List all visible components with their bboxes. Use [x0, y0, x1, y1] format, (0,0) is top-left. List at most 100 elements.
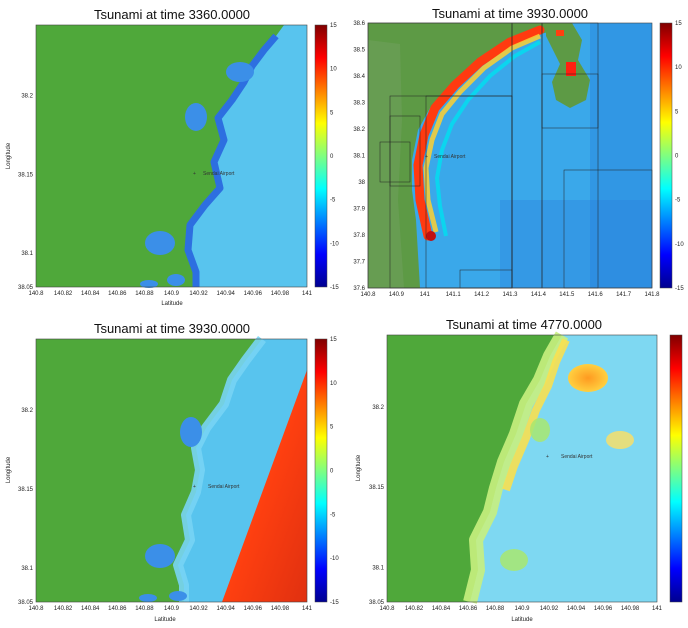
x-tick-label: 140.96 — [244, 291, 263, 297]
panel-3-colorbar — [314, 338, 328, 603]
x-tick-label: 140.9 — [164, 606, 180, 612]
colorbar-tick-label: 0 — [330, 469, 334, 475]
x-tick-label: 140.88 — [135, 291, 154, 297]
panel-1-annotation: Sendai Airport — [203, 171, 235, 177]
panel-1-eddy — [226, 62, 254, 82]
panel-3-eddy — [169, 591, 187, 601]
colorbar-tick-label: 0 — [675, 154, 679, 160]
x-tick-label: 141.6 — [588, 292, 604, 298]
panel-4-eddy — [530, 418, 550, 442]
panel-2: Tsunami at time 3930.0000 + Sendai Airpo… — [353, 6, 684, 298]
colorbar-tick-label: 10 — [330, 67, 337, 73]
y-tick-label: 38.5 — [353, 48, 365, 54]
y-tick-label: 38.4 — [353, 74, 365, 80]
y-tick-label: 37.7 — [353, 260, 365, 266]
panel-1-title: Tsunami at time 3360.0000 — [94, 7, 250, 22]
x-tick-label: 140.86 — [108, 606, 127, 612]
panel-4-wave-front — [463, 331, 569, 604]
panel-2-annotation: Sendai Airport — [434, 154, 466, 160]
colorbar-tick-label: 5 — [330, 110, 334, 116]
y-tick-label: 38.2 — [21, 94, 33, 100]
y-tick-label: 38.6 — [353, 21, 365, 27]
x-tick-label: 140.8 — [360, 292, 376, 298]
x-tick-label: 141 — [302, 291, 313, 297]
panel-4-eddy — [500, 549, 528, 571]
x-tick-label: 140.9 — [389, 292, 405, 298]
y-tick-label: 38.3 — [353, 101, 365, 107]
y-tick-label: 38.2 — [353, 127, 365, 133]
colorbar-tick-label: -15 — [675, 286, 684, 292]
airport-marker: + — [546, 454, 549, 460]
panel-1-eddy — [185, 103, 207, 131]
x-tick-label: 141.3 — [502, 292, 518, 298]
x-tick-label: 140.86 — [459, 606, 478, 612]
colorbar-tick-label: -5 — [330, 198, 336, 204]
x-tick-label: 140.8 — [28, 291, 44, 297]
x-tick-label: 140.88 — [135, 606, 154, 612]
x-tick-label: 140.92 — [540, 606, 559, 612]
x-tick-label: 140.84 — [432, 606, 451, 612]
panel-3-eddy — [145, 544, 175, 568]
y-tick-label: 37.8 — [353, 233, 365, 239]
panel-3-xlabel: Latitude — [154, 617, 176, 623]
panel-4-wave-core — [502, 338, 570, 492]
y-tick-label: 38.2 — [21, 408, 33, 414]
y-tick-label: 37.6 — [353, 286, 365, 292]
panel-2-land — [368, 23, 548, 288]
panel-2-deep-east — [590, 23, 652, 288]
panel-4-colorbar — [669, 334, 683, 603]
panel-2-land-highlands — [368, 40, 404, 288]
x-tick-label: 140.98 — [621, 606, 640, 612]
colorbar-tick-label: 10 — [675, 65, 682, 71]
x-tick-label: 140.92 — [189, 606, 208, 612]
panel-2-wave-inner — [435, 40, 541, 237]
x-tick-label: 140.8 — [28, 606, 44, 612]
panel-3: Tsunami at time 3930.0000 + Sendai Airpo… — [6, 321, 339, 623]
airport-marker: + — [425, 154, 428, 160]
panel-4-sea — [470, 335, 657, 602]
x-tick-label: 140.82 — [54, 606, 73, 612]
panel-2-title: Tsunami at time 3930.0000 — [432, 6, 588, 21]
x-tick-label: 141.1 — [446, 292, 462, 298]
y-tick-label: 37.9 — [353, 207, 365, 213]
x-tick-label: 140.96 — [244, 606, 263, 612]
y-tick-label: 38.05 — [18, 285, 34, 291]
panel-4-annotation: Sendai Airport — [561, 454, 593, 460]
airport-marker: + — [193, 484, 196, 490]
x-tick-label: 140.86 — [108, 291, 127, 297]
y-tick-label: 38.1 — [353, 154, 365, 160]
x-tick-label: 140.94 — [217, 606, 236, 612]
x-tick-label: 140.98 — [271, 291, 290, 297]
colorbar-tick-label: -5 — [330, 512, 336, 518]
x-tick-label: 140.98 — [271, 606, 290, 612]
panel-2-deep-south — [500, 200, 652, 288]
panel-2-colorbar — [659, 22, 673, 289]
x-tick-label: 141.8 — [644, 292, 660, 298]
panel-1-eddy — [140, 280, 158, 288]
colorbar-tick-label: -5 — [675, 198, 681, 204]
panel-4-xlabel: Latitude — [511, 617, 533, 623]
x-tick-label: 140.8 — [379, 606, 395, 612]
panel-2-hotspot — [556, 30, 564, 36]
panel-3-wave-shelf — [173, 335, 266, 602]
colorbar-tick-label: -10 — [330, 556, 339, 562]
x-tick-label: 141.2 — [474, 292, 490, 298]
x-tick-label: 140.94 — [567, 606, 586, 612]
y-tick-label: 38.05 — [369, 600, 385, 606]
y-tick-label: 38.15 — [18, 172, 34, 178]
panel-1-ylabel: Longitude — [6, 142, 12, 169]
panel-4-hotspot — [606, 431, 634, 449]
y-tick-label: 38 — [358, 180, 365, 186]
panel-1-xlabel: Latitude — [161, 301, 183, 307]
x-tick-label: 141.7 — [616, 292, 632, 298]
colorbar-tick-label: 15 — [675, 21, 682, 27]
x-tick-label: 140.94 — [217, 291, 236, 297]
colorbar-tick-label: 5 — [675, 109, 679, 115]
y-tick-label: 38.1 — [372, 565, 384, 571]
y-tick-label: 38.15 — [369, 485, 385, 491]
panel-3-eddy — [139, 594, 157, 602]
panel-3-incoming-wave — [222, 370, 307, 602]
panel-2-wave-halo — [423, 33, 541, 233]
y-tick-label: 38.05 — [18, 600, 34, 606]
